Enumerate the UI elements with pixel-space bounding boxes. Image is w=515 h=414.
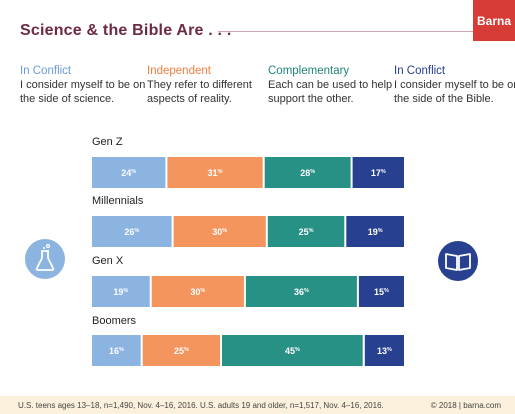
- bar-value-label: 30%: [212, 227, 227, 237]
- bar-value-label: 19%: [368, 227, 383, 237]
- legend-item-bible: In Conflict I consider myself to be on t…: [394, 65, 515, 106]
- bar-segment-science: [92, 276, 150, 307]
- legend-desc: Each can be used to help support the oth…: [268, 79, 393, 105]
- source-note: U.S. teens ages 13–18, n=1,490, Nov. 4–1…: [18, 400, 384, 410]
- legend-item-complementary: Complementary Each can be used to help s…: [268, 65, 398, 106]
- bar-value-label: 16%: [109, 346, 124, 356]
- bar-value-label: 24%: [121, 168, 136, 178]
- legend-head: Independent: [147, 65, 211, 77]
- bar-segment-science: [92, 157, 166, 188]
- bar-segment-science: [92, 335, 141, 366]
- title-divider: [218, 31, 473, 32]
- legend-desc: I consider myself to be on the side of s…: [20, 79, 146, 105]
- category-label: Boomers: [92, 315, 137, 327]
- bar-value-label: 17%: [371, 168, 386, 178]
- brand-logo: Barna: [473, 0, 515, 41]
- bar-value-label: 25%: [299, 227, 314, 237]
- chart-title: Science & the Bible Are . . .: [20, 22, 232, 39]
- bar-segment-independent: [173, 216, 266, 247]
- legend-desc: They refer to different aspects of reali…: [147, 79, 252, 105]
- bar-value-label: 36%: [294, 287, 309, 297]
- flask-icon: [24, 238, 66, 280]
- bar-value-label: 31%: [208, 168, 223, 178]
- category-label: Gen Z: [92, 136, 123, 148]
- bar-value-label: 19%: [113, 287, 128, 297]
- bar-segment-independent: [167, 157, 263, 188]
- bar-value-label: 30%: [190, 287, 205, 297]
- legend-desc: I consider myself to be on the side of t…: [394, 79, 515, 105]
- bar-segment-science: [92, 216, 172, 247]
- bar-value-label: 28%: [300, 168, 315, 178]
- bar-segment-bible: [352, 157, 404, 188]
- category-label: Millennials: [92, 195, 144, 207]
- bar-segment-complementary: [264, 157, 351, 188]
- bar-segment-bible: [358, 276, 404, 307]
- category-label: Gen X: [92, 255, 124, 267]
- legend-head: Complementary: [268, 65, 350, 77]
- footer: U.S. teens ages 13–18, n=1,490, Nov. 4–1…: [0, 396, 515, 414]
- bar-value-label: 45%: [285, 346, 300, 356]
- bar-segment-bible: [364, 335, 404, 366]
- bar-segment-complementary: [245, 276, 357, 307]
- bar-segment-complementary: [267, 216, 345, 247]
- bar-segment-independent: [142, 335, 220, 366]
- legend-item-science: In Conflict I consider myself to be on t…: [20, 65, 150, 106]
- bar-value-label: 25%: [174, 346, 189, 356]
- bar-segment-complementary: [222, 335, 363, 366]
- bar-segment-independent: [151, 276, 244, 307]
- bar-segment-bible: [346, 216, 404, 247]
- legend-item-independent: Independent They refer to different aspe…: [147, 65, 277, 106]
- legend-head: In Conflict: [20, 65, 72, 77]
- bar-value-label: 13%: [377, 346, 392, 356]
- legend-head: In Conflict: [394, 65, 446, 77]
- bar-value-label: 26%: [124, 227, 139, 237]
- copyright: © 2018 | barna.com: [430, 400, 501, 410]
- open-book-icon: [437, 240, 479, 282]
- bar-value-label: 15%: [374, 287, 389, 297]
